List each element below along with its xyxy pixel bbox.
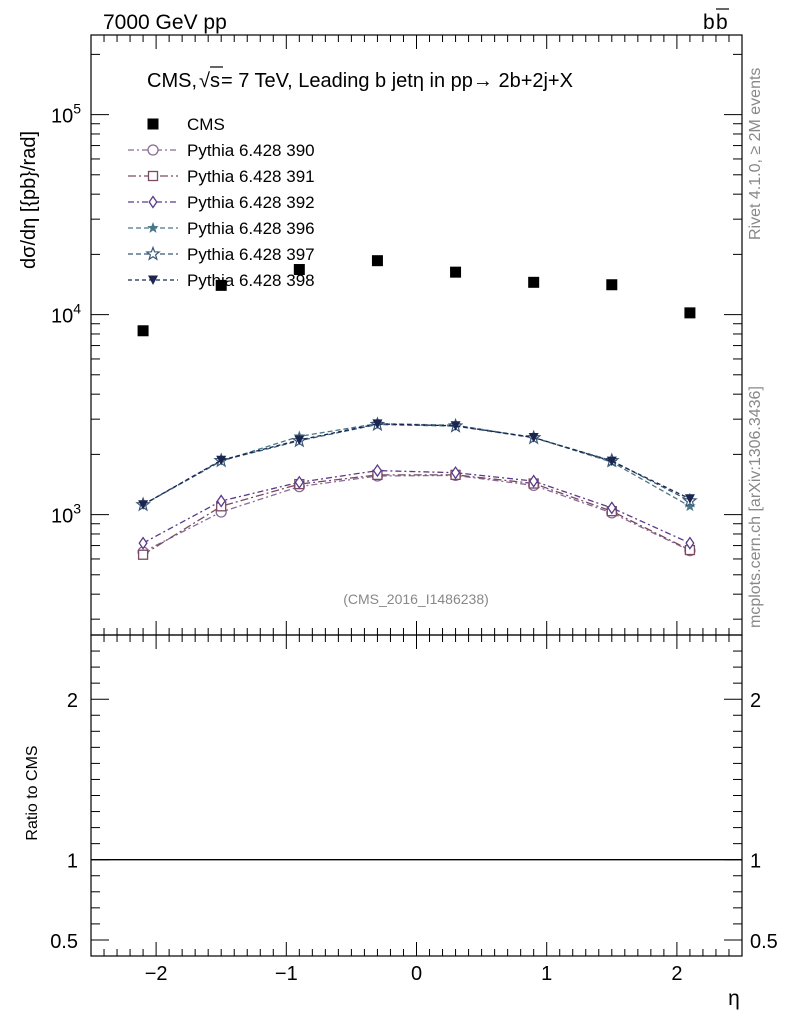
data-point (216, 455, 227, 466)
data-point (147, 170, 159, 182)
data-point (148, 275, 158, 285)
mcplots-label: mcplots.cern.ch [arXiv:1306.3436] (747, 386, 764, 628)
ratio-y-axis-label: Ratio to CMS (24, 745, 41, 840)
y-tick-label-right: 2 (750, 690, 761, 712)
data-point (137, 549, 149, 560)
legend-entry: CMS (147, 115, 225, 134)
series-line (142, 474, 691, 553)
svg-text:b: b (703, 11, 715, 34)
y-tick-label: 2 (67, 690, 78, 712)
rivet-label: Rivet 4.1.0, ≥ 2M events (747, 68, 764, 240)
data-point (685, 536, 695, 550)
y-tick-label-right: 1 (750, 851, 761, 873)
legend-label: Pythia 6.428 392 (187, 193, 315, 212)
y-tick-label: 0.5 (50, 931, 78, 953)
legend-label: Pythia 6.428 397 (187, 245, 315, 264)
data-point (450, 421, 461, 431)
series-pythia-6-428-392 (138, 463, 695, 550)
series-line (142, 474, 691, 556)
main-y-axis-label: dσ/dη [{pb}/rad] (18, 131, 40, 269)
x-tick-label: 0 (411, 963, 422, 985)
x-tick-label: −2 (145, 963, 168, 985)
legend-entry: Pythia 6.428 396 (128, 219, 315, 238)
legend-label: Pythia 6.428 398 (187, 271, 315, 290)
svg-text:= 7 TeV, Leading b jetη in pp→: = 7 TeV, Leading b jetη in pp→ 2b+2j+X (221, 70, 573, 92)
ratio-plot-frame (90, 634, 743, 957)
data-point (138, 536, 148, 550)
plot-title: CMS, √ s = 7 TeV, Leading b jetη in pp→ … (147, 66, 573, 92)
svg-text:b: b (716, 11, 728, 34)
data-point (294, 475, 304, 489)
legend: CMS Pythia 6.428 390 Pythia 6.428 391 Pythi… (128, 115, 315, 290)
y-tick-label: 103 (51, 501, 81, 528)
data-point (138, 500, 149, 510)
data-point (147, 144, 159, 156)
analysis-id-label: (CMS_2016_I1486238) (343, 591, 489, 607)
legend-entry: Pythia 6.428 392 (128, 193, 315, 212)
data-point (372, 463, 383, 478)
x-tick-label: 1 (541, 963, 552, 985)
cms-data-point (215, 279, 227, 291)
data-point (528, 432, 539, 443)
svg-text:√: √ (199, 70, 210, 92)
series-cms (137, 255, 696, 337)
x-tick-labels: −2 −1 0 1 2 (145, 963, 683, 985)
cms-data-point (528, 276, 540, 288)
svg-text:CMS,: CMS, (147, 70, 197, 92)
cms-data-point (606, 279, 618, 291)
y-tick-label: 105 (51, 101, 81, 128)
x-tick-label: −1 (275, 963, 298, 985)
legend-entry: Pythia 6.428 398 (128, 271, 315, 290)
x-tick-label: 2 (671, 963, 682, 985)
series-line (142, 423, 691, 506)
legend-entry: Pythia 6.428 397 (128, 245, 315, 264)
cms-data-point (147, 118, 159, 130)
y-tick-label-right: 0.5 (750, 931, 778, 953)
y-tick-label: 1 (67, 851, 78, 873)
energy-label: 7000 GeV pp (103, 11, 227, 34)
legend-entry: Pythia 6.428 391 (128, 167, 315, 186)
data-point (294, 435, 305, 446)
data-point (529, 474, 539, 488)
main-y-tick-labels: 103 104 105 (51, 101, 81, 528)
data-point (372, 419, 383, 429)
series-pythia-6-428-398 (138, 419, 695, 510)
data-point (148, 195, 158, 209)
axis-ticks (90, 35, 743, 957)
legend-entry: Pythia 6.428 390 (128, 141, 315, 160)
x-axis-label: η (728, 987, 740, 1010)
svg-text:s: s (210, 70, 220, 92)
legend-label: Pythia 6.428 396 (187, 219, 315, 238)
cms-data-point (450, 266, 462, 278)
process-label: b b (703, 8, 729, 34)
ratio-y-tick-labels: 0.5 0.5 1 1 2 2 (50, 690, 778, 953)
legend-label: Pythia 6.428 391 (187, 167, 315, 186)
data-point (216, 494, 226, 508)
series-line (142, 469, 691, 544)
data-point (684, 494, 695, 504)
data-point (145, 245, 161, 261)
y-tick-label: 104 (51, 301, 81, 328)
cms-data-point (371, 255, 383, 267)
cms-data-point (293, 264, 305, 276)
data-point (147, 222, 159, 233)
cms-data-point (137, 325, 149, 337)
data-point (607, 501, 617, 515)
data-point (606, 456, 617, 467)
cms-data-point (684, 307, 696, 319)
data-point (684, 500, 696, 512)
legend-label: Pythia 6.428 390 (187, 141, 315, 160)
data-point (450, 466, 461, 480)
series-layer (135, 255, 698, 560)
legend-label: CMS (187, 115, 225, 134)
